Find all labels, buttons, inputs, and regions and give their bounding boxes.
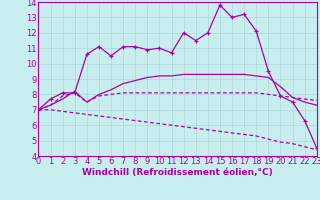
X-axis label: Windchill (Refroidissement éolien,°C): Windchill (Refroidissement éolien,°C) [82,168,273,177]
